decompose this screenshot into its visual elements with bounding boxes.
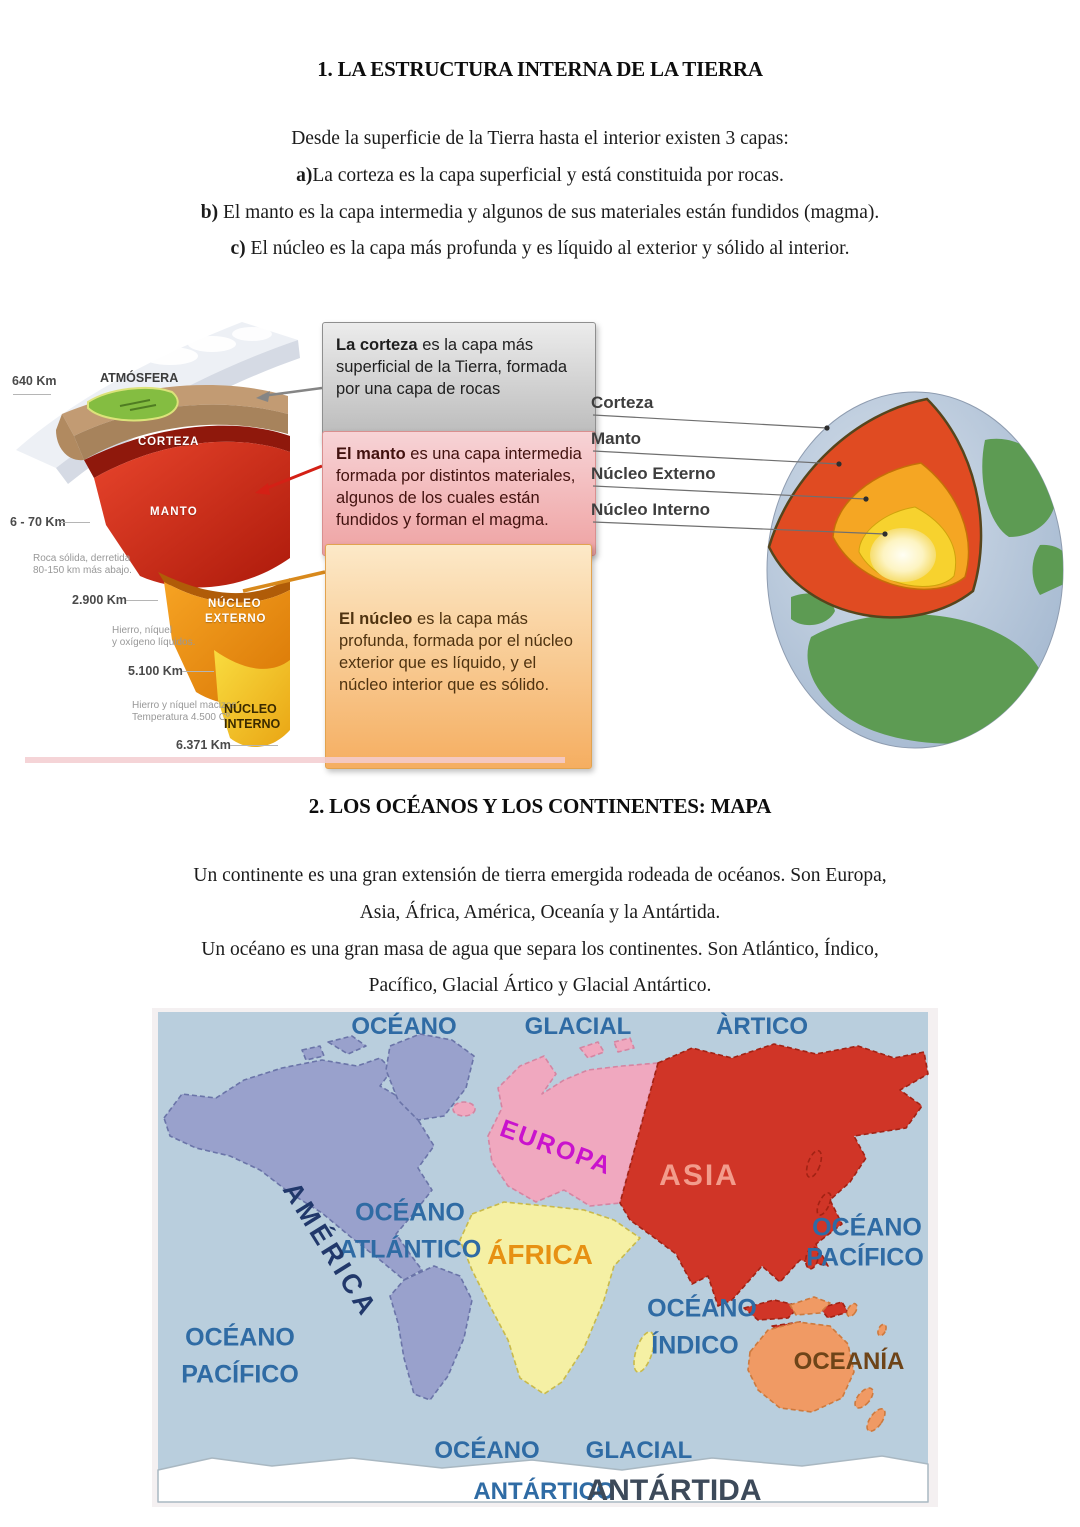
globe-art <box>592 391 1064 749</box>
inner-core-label-line2: INTERNO <box>224 717 281 731</box>
core-callout-lead: El núcleo <box>339 610 413 628</box>
depth-6-70-label: 6 - 70 Km <box>10 515 66 529</box>
world-map-art <box>152 1008 938 1507</box>
crust-callout-lead: La corteza <box>336 336 418 354</box>
map-label-antartida: ANTÁRTIDA <box>586 1474 762 1507</box>
globe-label-corteza: Corteza <box>591 393 654 412</box>
item-a-text: La corteza es la capa superficial y está… <box>312 164 784 186</box>
map-label-antarctic-antartico: ANTÁRTICO <box>473 1478 615 1505</box>
oceans-line1: Un océano es una gran masa de agua que s… <box>201 938 879 960</box>
outer-core-label-line1: NÚCLEO <box>208 598 262 610</box>
globe-label-nucleo-interno: Núcleo Interno <box>591 500 711 519</box>
map-label-antarctic-glacial: GLACIAL <box>585 1437 693 1464</box>
map-label-pacific-west-oceano: OCÉANO <box>185 1323 295 1352</box>
depth-6371-label: 6.371 Km <box>176 738 231 752</box>
map-label-indian-indico: ÍNDICO <box>651 1331 739 1360</box>
outer-core-label-line2: EXTERNO <box>205 613 267 625</box>
section2-title: 2. LOS OCÉANOS Y LOS CONTINENTES: MAPA <box>308 794 772 818</box>
item-c: c) El núcleo es la capa más profunda y e… <box>0 231 1080 268</box>
map-label-arctic-artico: ÀRTICO <box>716 1013 808 1040</box>
section2-paragraph: Un continente es una gran extensión de t… <box>0 858 1080 1005</box>
solid-note-line1: Hierro y níquel macizos <box>132 700 237 711</box>
rock-note-line1: Roca sólida, derretida <box>33 553 131 564</box>
map-label-arctic-glacial: GLACIAL <box>524 1013 632 1040</box>
iron-note-line1: Hierro, níquel <box>112 625 173 636</box>
globe-label-nucleo-externo: Núcleo Externo <box>591 464 716 483</box>
solid-note-line2: Temperatura 4.500 Cº <box>132 712 230 723</box>
figure-divider-line <box>25 757 565 763</box>
inner-core-label-line1: NÚCLEO <box>224 702 277 716</box>
rock-note-line2: 80-150 km más abajo. <box>33 565 132 576</box>
map-label-pacific-east-pacifico: PACÍFICO <box>806 1243 924 1272</box>
continents-line1: Un continente es una gran extensión de t… <box>193 865 887 886</box>
item-a: a)La corteza es la capa superficial y es… <box>0 158 1080 195</box>
continents-line2: Asia, África, América, Oceanía y la Antá… <box>359 901 721 923</box>
item-c-marker: c) <box>230 238 246 260</box>
map-label-indian-oceano: OCÉANO <box>647 1294 757 1323</box>
globe-label-manto: Manto <box>591 429 642 448</box>
iron-note-line2: y oxígeno líquidos. <box>112 637 196 648</box>
core-callout-text: es la capa más profunda, formada por el … <box>339 610 573 694</box>
mantle-label: MANTO <box>150 506 198 518</box>
depth-2900-label: 2.900 Km <box>72 593 127 607</box>
map-label-atlantic-atlantico: ATLÁNTICO <box>338 1235 482 1264</box>
atmosphere-label: ATMÓSFERA <box>100 371 179 385</box>
mantle-callout-text: es una capa intermedia formada por disti… <box>336 445 582 529</box>
mantle-callout-lead: El manto <box>336 445 406 463</box>
earth-layers-figure: 640 Km ATMÓSFERA CORTEZA 6 - 70 Km MANTO… <box>0 310 1080 770</box>
map-label-asia: ASIA <box>659 1159 739 1192</box>
map-label-africa: ÁFRICA <box>487 1239 593 1270</box>
world-map: OCÉANO GLACIAL ÀRTICO EUROPA ASIA OCÉANO… <box>152 1008 938 1507</box>
section1-paragraph: Desde la superficie de la Tierra hasta e… <box>0 121 1080 268</box>
crust-label: CORTEZA <box>138 436 200 448</box>
map-label-pacific-east-oceano: OCÉANO <box>812 1213 922 1242</box>
globe-cutaway-figure: Corteza Manto Núcleo Externo Núcleo Inte… <box>585 385 1075 770</box>
item-a-marker: a) <box>296 164 313 186</box>
intro-line: Desde la superficie de la Tierra hasta e… <box>291 128 789 149</box>
map-label-pacific-west-pacifico: PACÍFICO <box>181 1360 299 1389</box>
map-label-antarctic-oceano: OCÉANO <box>434 1437 540 1464</box>
map-label-arctic-oceano: OCÉANO <box>351 1013 457 1040</box>
item-b-marker: b) <box>200 201 219 223</box>
crust-callout-text: es la capa más superficial de la Tierra,… <box>336 336 568 398</box>
item-b-text: El manto es la capa intermedia y algunos… <box>218 201 880 223</box>
depth-5100-label: 5.100 Km <box>128 664 183 678</box>
core-callout-box: El núcleo es la capa más profunda, forma… <box>325 544 592 769</box>
depth-640-label: 640 Km <box>12 374 57 388</box>
oceans-line2: Pacífico, Glacial Ártico y Glacial Antár… <box>368 975 712 997</box>
crust-callout-box: La corteza es la capa más superficial de… <box>322 322 596 443</box>
map-label-oceania: OCEANÍA <box>793 1348 905 1375</box>
item-b: b) El manto es la capa intermedia y algu… <box>0 195 1080 232</box>
layers-cascade-diagram: 640 Km ATMÓSFERA CORTEZA 6 - 70 Km MANTO… <box>0 310 330 770</box>
layers-cascade-art <box>16 322 300 748</box>
map-label-atlantic-oceano: OCÉANO <box>355 1198 465 1227</box>
item-c-text: El núcleo es la capa más profunda y es l… <box>245 238 850 260</box>
section1-title: 1. LA ESTRUCTURA INTERNA DE LA TIERRA <box>317 57 763 81</box>
mantle-callout-box: El manto es una capa intermedia formada … <box>322 431 596 556</box>
